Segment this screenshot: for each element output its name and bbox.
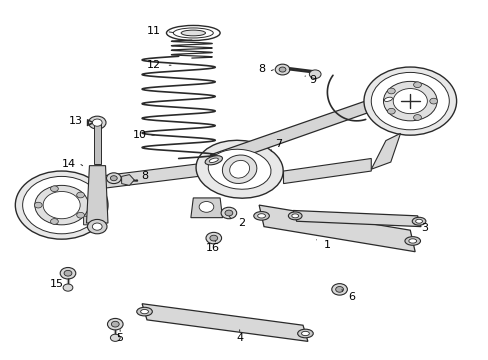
Ellipse shape [204, 156, 222, 165]
Ellipse shape [222, 155, 256, 184]
Ellipse shape [208, 149, 270, 189]
Circle shape [363, 67, 456, 135]
Ellipse shape [301, 331, 309, 336]
Text: 9: 9 [308, 75, 316, 85]
Circle shape [309, 70, 321, 78]
Text: 5: 5 [117, 333, 123, 343]
Text: 8: 8 [141, 171, 148, 181]
Ellipse shape [257, 214, 265, 218]
Polygon shape [293, 211, 420, 226]
Text: 6: 6 [347, 292, 355, 302]
Polygon shape [86, 166, 108, 223]
Circle shape [275, 64, 289, 75]
Circle shape [370, 72, 448, 130]
Circle shape [111, 321, 119, 327]
Ellipse shape [415, 219, 422, 223]
Circle shape [43, 192, 80, 219]
Ellipse shape [229, 161, 249, 178]
Circle shape [413, 114, 421, 120]
Text: 7: 7 [275, 139, 282, 149]
Circle shape [88, 116, 106, 129]
Circle shape [429, 98, 437, 104]
Circle shape [413, 82, 421, 87]
Text: 3: 3 [421, 224, 427, 233]
Polygon shape [122, 175, 134, 185]
Ellipse shape [253, 212, 269, 220]
Ellipse shape [181, 30, 205, 36]
Ellipse shape [404, 237, 420, 245]
Circle shape [392, 89, 427, 114]
Circle shape [209, 235, 217, 241]
Circle shape [386, 88, 394, 94]
Circle shape [110, 334, 120, 341]
Text: 8: 8 [258, 64, 264, 74]
Circle shape [87, 220, 107, 234]
Circle shape [110, 176, 117, 181]
Text: 10: 10 [132, 130, 146, 140]
Text: 12: 12 [147, 60, 161, 70]
Circle shape [34, 202, 42, 208]
Ellipse shape [137, 307, 152, 316]
Text: 4: 4 [236, 333, 243, 343]
Polygon shape [142, 304, 307, 341]
Circle shape [15, 171, 108, 239]
Ellipse shape [297, 329, 313, 338]
Ellipse shape [411, 217, 425, 225]
Circle shape [221, 207, 236, 219]
Text: 16: 16 [205, 243, 219, 253]
Circle shape [35, 185, 88, 225]
Circle shape [331, 284, 346, 295]
Circle shape [50, 186, 58, 192]
Circle shape [64, 270, 72, 276]
Ellipse shape [166, 26, 220, 41]
Ellipse shape [141, 310, 148, 314]
Polygon shape [190, 198, 222, 218]
Ellipse shape [291, 214, 298, 218]
Circle shape [106, 173, 121, 184]
Polygon shape [83, 216, 98, 225]
Ellipse shape [209, 158, 218, 162]
Ellipse shape [196, 140, 283, 198]
Polygon shape [283, 158, 370, 184]
Circle shape [77, 212, 84, 218]
Circle shape [22, 176, 101, 234]
Text: 11: 11 [147, 26, 161, 36]
Ellipse shape [173, 28, 213, 38]
Ellipse shape [288, 212, 302, 220]
Polygon shape [94, 123, 101, 164]
Ellipse shape [408, 239, 416, 243]
Text: 14: 14 [62, 159, 76, 169]
Circle shape [63, 284, 73, 291]
Ellipse shape [384, 97, 392, 102]
Circle shape [279, 67, 285, 72]
Circle shape [205, 232, 221, 244]
Text: 1: 1 [323, 239, 330, 249]
Circle shape [386, 108, 394, 114]
Circle shape [335, 287, 343, 292]
Polygon shape [98, 164, 198, 189]
Polygon shape [210, 94, 390, 166]
Circle shape [107, 319, 123, 330]
Circle shape [60, 267, 76, 279]
Polygon shape [370, 134, 400, 169]
Circle shape [224, 210, 232, 216]
Polygon shape [259, 205, 414, 252]
Circle shape [50, 219, 58, 224]
Text: 2: 2 [238, 218, 245, 228]
Circle shape [383, 81, 436, 121]
Text: 13: 13 [69, 116, 83, 126]
Circle shape [92, 119, 102, 126]
Circle shape [77, 192, 84, 198]
Circle shape [92, 223, 102, 230]
Text: 15: 15 [50, 279, 63, 289]
Circle shape [199, 202, 213, 212]
Ellipse shape [380, 95, 396, 104]
